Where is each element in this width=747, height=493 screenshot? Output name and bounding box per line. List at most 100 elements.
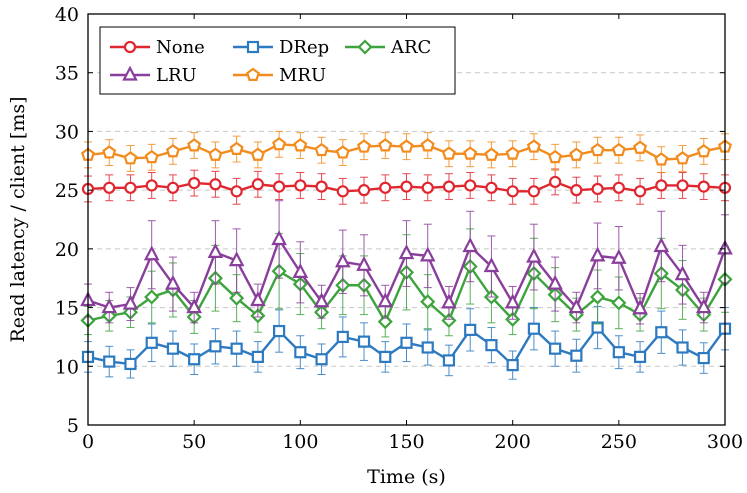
data-point-mru <box>165 144 180 158</box>
data-point-drep <box>209 340 222 353</box>
y-tick-label: 35 <box>55 63 79 85</box>
data-point-arc <box>590 289 606 305</box>
data-point-drep <box>273 324 286 338</box>
data-point-arc <box>377 314 393 330</box>
data-point-mru <box>314 142 329 157</box>
data-point-lru <box>504 293 521 309</box>
data-point-drep <box>294 346 307 359</box>
data-point-none <box>655 179 668 192</box>
data-point-lru <box>483 257 500 273</box>
data-point-lru <box>101 298 118 314</box>
data-point-arc <box>611 295 627 311</box>
data-point-drep <box>570 349 583 362</box>
data-point-lru <box>674 265 691 281</box>
data-point-mru <box>357 139 372 153</box>
data-point-none <box>612 181 625 194</box>
data-point-arc <box>441 312 457 329</box>
legend: None DRep ARC LRU MRU <box>99 26 456 95</box>
y-axis-title: Read latency / client [ms] <box>7 97 29 343</box>
data-point-lru <box>441 293 457 309</box>
data-point-arc <box>144 289 160 305</box>
data-point-drep <box>506 359 519 372</box>
data-point-mru <box>123 151 138 165</box>
data-point-none <box>336 185 349 198</box>
x-tick-label: 100 <box>282 431 318 453</box>
data-point-mru <box>675 151 690 165</box>
data-point-mru <box>611 142 626 157</box>
x-tick-label: 0 <box>82 431 94 453</box>
data-point-none <box>251 178 264 191</box>
data-point-drep <box>527 322 541 335</box>
data-point-none <box>485 181 498 194</box>
data-point-none <box>273 180 286 193</box>
data-point-none <box>570 184 583 197</box>
y-tick-label: 30 <box>55 121 79 143</box>
data-point-lru <box>526 247 542 263</box>
data-point-mru <box>696 144 711 158</box>
legend-item-drep: DRep <box>233 37 329 58</box>
data-point-none <box>697 180 710 193</box>
data-point-mru <box>505 146 520 160</box>
data-point-none <box>209 178 222 191</box>
data-point-lru <box>228 251 245 267</box>
data-point-none <box>549 175 562 189</box>
data-point-none <box>464 179 477 192</box>
data-point-mru <box>654 152 669 166</box>
data-point-lru <box>377 292 394 308</box>
y-tick-label: 25 <box>55 180 79 202</box>
data-point-lru <box>632 299 648 315</box>
data-point-drep <box>166 342 180 355</box>
x-tick-label: 200 <box>495 431 531 453</box>
legend-label: LRU <box>156 65 197 86</box>
legend-box <box>99 26 456 95</box>
axis-ticks: 5 10 15 20 25 30 35 40 0 50 100 150 200 250 300 <box>55 4 743 453</box>
data-point-arc <box>229 290 245 306</box>
data-point-none <box>421 181 434 194</box>
data-point-mru <box>144 149 159 164</box>
data-point-mru <box>293 138 308 152</box>
data-point-none <box>315 180 328 193</box>
legend-item-arc: ARC <box>345 37 431 58</box>
data-point-lru <box>462 237 479 253</box>
data-point-none <box>527 185 541 198</box>
data-point-none <box>591 182 604 196</box>
data-point-mru <box>378 138 393 152</box>
series-none <box>81 168 732 205</box>
plot-series <box>80 130 733 380</box>
data-point-none <box>124 181 137 194</box>
data-point-lru <box>292 262 309 278</box>
data-point-lru <box>143 245 160 261</box>
data-point-drep <box>464 323 477 336</box>
legend-label: None <box>156 37 205 58</box>
data-point-drep <box>103 355 116 368</box>
legend-marker <box>123 40 137 54</box>
data-point-drep <box>485 339 498 352</box>
data-point-drep <box>676 341 689 354</box>
legend-marker <box>246 40 260 54</box>
legend-marker <box>122 65 138 81</box>
y-tick-label: 20 <box>55 239 79 261</box>
data-point-drep <box>549 342 562 355</box>
grid-lines <box>88 72 725 367</box>
data-point-none <box>676 179 689 192</box>
data-point-lru <box>653 237 670 253</box>
series-lru <box>80 200 733 325</box>
data-point-none <box>230 185 243 198</box>
data-point-lru <box>419 246 436 262</box>
data-point-mru <box>590 142 605 157</box>
data-point-mru <box>548 149 563 164</box>
legend-marker <box>246 67 260 81</box>
series-mru <box>81 130 732 174</box>
data-point-none <box>145 179 158 192</box>
data-point-drep <box>633 350 647 363</box>
data-point-drep <box>188 353 201 366</box>
data-point-drep <box>357 335 371 348</box>
data-point-drep <box>655 326 668 339</box>
data-point-mru <box>208 147 223 161</box>
data-point-drep <box>442 354 456 367</box>
data-point-drep <box>336 330 349 344</box>
y-tick-label: 40 <box>55 4 79 26</box>
data-point-none <box>166 181 180 194</box>
legend-item-lru: LRU <box>110 65 197 86</box>
